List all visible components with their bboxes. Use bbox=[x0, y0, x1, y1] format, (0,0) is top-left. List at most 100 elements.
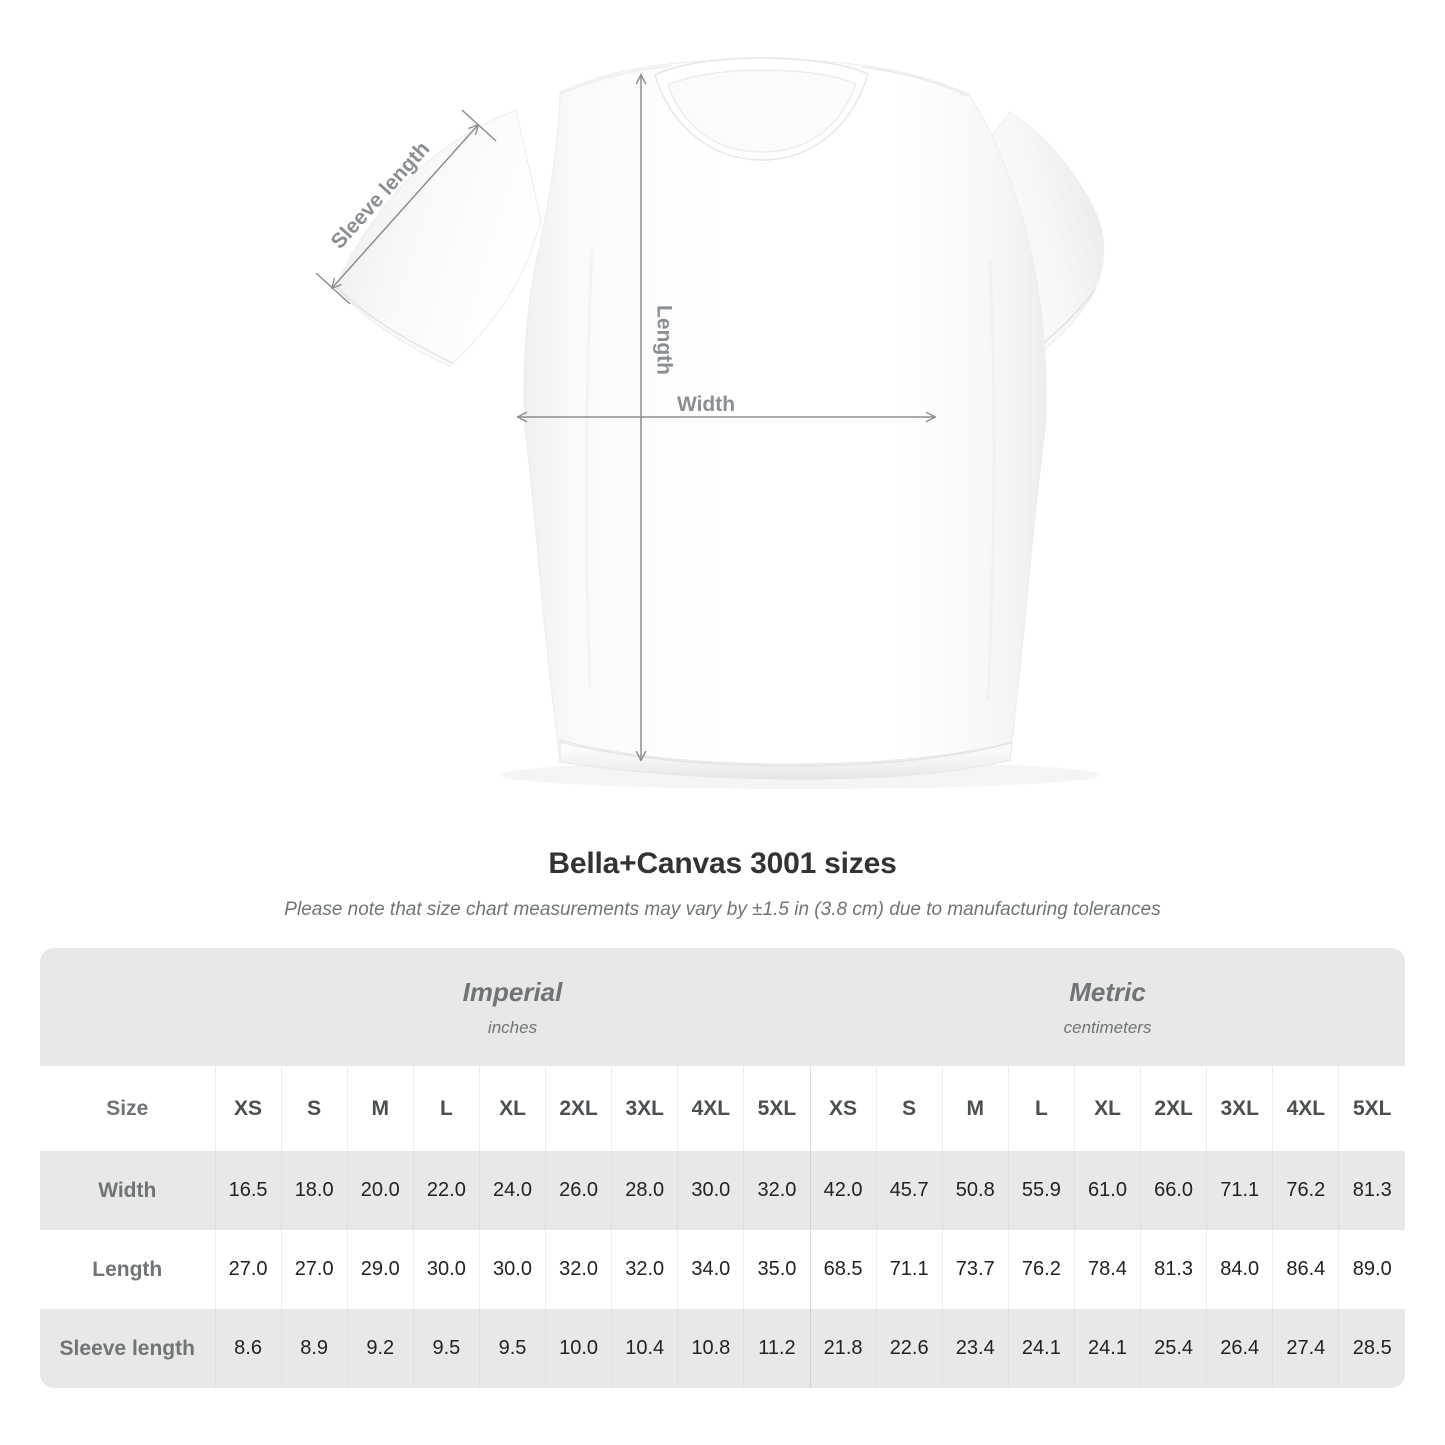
table-cell: 32.0 bbox=[743, 1151, 810, 1230]
size-header-text: M bbox=[966, 1096, 985, 1120]
cell-value: 10.0 bbox=[559, 1337, 599, 1359]
table-cell: 45.7 bbox=[875, 1151, 943, 1230]
size-header-text: 3XL bbox=[625, 1096, 664, 1120]
table-cell: 26.0 bbox=[545, 1151, 612, 1230]
table-cell: 68.5 bbox=[809, 1230, 877, 1309]
size-header-text: 5XL bbox=[1352, 1096, 1392, 1120]
size-header-cell: M bbox=[941, 1066, 1009, 1151]
unit-group-name: Metric bbox=[1069, 977, 1146, 1007]
size-header-text: XS bbox=[829, 1096, 858, 1120]
cell-value: 30.0 bbox=[426, 1258, 466, 1280]
cell-value: 45.7 bbox=[889, 1179, 929, 1201]
size-header-row: Size XS S M L XL 2XL 3XL 4XL 5XL XS S M L XL 2XL 3XL 4XL 5… bbox=[40, 1066, 1406, 1151]
table-cell: 9.2 bbox=[346, 1309, 414, 1388]
cell-value: 42.0 bbox=[823, 1179, 863, 1201]
cell-value: 29.0 bbox=[360, 1258, 400, 1280]
table-cell: 84.0 bbox=[1206, 1230, 1273, 1309]
table-cell: 24.1 bbox=[1073, 1309, 1141, 1388]
cell-value: 86.4 bbox=[1286, 1258, 1326, 1280]
cell-value: 22.0 bbox=[426, 1179, 466, 1201]
table-cell: 89.0 bbox=[1338, 1230, 1406, 1309]
row-label-cell: Sleeve length bbox=[40, 1309, 215, 1388]
bottom-hem bbox=[559, 739, 1013, 780]
cell-value: 84.0 bbox=[1220, 1258, 1260, 1280]
cell-value: 32.0 bbox=[757, 1179, 797, 1201]
cell-value: 26.0 bbox=[559, 1179, 599, 1201]
cell-value: 24.1 bbox=[1021, 1337, 1061, 1359]
size-header-label: Size bbox=[106, 1096, 149, 1120]
table-cell: 20.0 bbox=[346, 1151, 414, 1230]
cell-value: 24.1 bbox=[1088, 1337, 1127, 1359]
width-label: Width bbox=[677, 393, 735, 416]
unit-group-units: centimeters bbox=[1063, 1018, 1152, 1037]
table-cell: 18.0 bbox=[280, 1151, 348, 1230]
cell-value: 28.5 bbox=[1352, 1337, 1392, 1359]
table-cell: 30.0 bbox=[478, 1230, 546, 1309]
sleeve-measure-line bbox=[330, 123, 480, 290]
size-header-text: 2XL bbox=[559, 1096, 598, 1120]
table-cell: 76.2 bbox=[1007, 1230, 1075, 1309]
table-cell: 76.2 bbox=[1272, 1151, 1339, 1230]
table-cell: 78.4 bbox=[1073, 1230, 1141, 1309]
table-cell: 50.8 bbox=[941, 1151, 1009, 1230]
size-header-cell: S bbox=[875, 1066, 943, 1151]
table-cell: 22.6 bbox=[875, 1309, 943, 1388]
cell-value: 26.4 bbox=[1220, 1337, 1260, 1359]
size-header-cell: XS bbox=[214, 1066, 282, 1151]
cell-value: 32.0 bbox=[559, 1258, 599, 1280]
size-header-text: XS bbox=[234, 1096, 263, 1120]
table-cell: 66.0 bbox=[1140, 1151, 1207, 1230]
unit-header-spacer bbox=[40, 948, 215, 1066]
size-header-cell: 3XL bbox=[1206, 1066, 1273, 1151]
table-cell: 27.0 bbox=[214, 1230, 282, 1309]
cell-value: 89.0 bbox=[1352, 1258, 1392, 1280]
left-shoulder-seam bbox=[559, 65, 673, 95]
cell-value: 73.7 bbox=[955, 1258, 995, 1280]
cell-value: 66.0 bbox=[1154, 1179, 1194, 1201]
table-cell: 29.0 bbox=[346, 1230, 414, 1309]
unit-group-units: inches bbox=[487, 1018, 538, 1037]
table-cell: 9.5 bbox=[478, 1309, 546, 1388]
cell-value: 76.2 bbox=[1286, 1179, 1326, 1201]
size-header-cell: XL bbox=[478, 1066, 546, 1151]
size-header-text: XL bbox=[499, 1096, 526, 1120]
cell-value: 16.5 bbox=[228, 1179, 268, 1201]
cell-value: 27.0 bbox=[228, 1258, 268, 1280]
table-cell: 71.1 bbox=[875, 1230, 943, 1309]
table-cell: 24.1 bbox=[1007, 1309, 1075, 1388]
table-cell: 11.2 bbox=[743, 1309, 810, 1388]
size-table-wrapper: Imperial inches Metric centimeters Size XS S M L… bbox=[40, 948, 1406, 1388]
cell-value: 28.0 bbox=[625, 1179, 665, 1201]
table-cell: 10.4 bbox=[611, 1309, 678, 1388]
size-header-text: 5XL bbox=[757, 1096, 797, 1120]
cell-value: 8.6 bbox=[234, 1337, 262, 1359]
cell-value: 34.0 bbox=[691, 1258, 731, 1280]
cell-value: 76.2 bbox=[1021, 1258, 1061, 1280]
size-header-text: M bbox=[371, 1096, 390, 1120]
table-cell: 42.0 bbox=[809, 1151, 877, 1230]
cell-value: 81.3 bbox=[1154, 1258, 1194, 1280]
table-cell: 16.5 bbox=[214, 1151, 282, 1230]
table-cell: 9.5 bbox=[412, 1309, 480, 1388]
table-row: Sleeve length 8.6 8.9 9.2 9.5 9.5 10.0 10.4 10.8… bbox=[40, 1309, 1406, 1388]
row-label-text: Sleeve length bbox=[59, 1336, 195, 1360]
cell-value: 61.0 bbox=[1088, 1179, 1127, 1201]
table-cell: 24.0 bbox=[478, 1151, 546, 1230]
table-cell: 32.0 bbox=[545, 1230, 612, 1309]
size-header-text: L bbox=[1034, 1096, 1048, 1120]
size-header-cell: M bbox=[346, 1066, 414, 1151]
page-title: Bella+Canvas 3001 sizes bbox=[548, 847, 897, 880]
left-cuff-seam bbox=[335, 286, 453, 364]
size-header-text: XL bbox=[1094, 1096, 1121, 1120]
table-cell: 32.0 bbox=[611, 1230, 678, 1309]
cell-value: 27.4 bbox=[1286, 1337, 1326, 1359]
table-cell: 61.0 bbox=[1073, 1151, 1141, 1230]
size-header-cell: 2XL bbox=[545, 1066, 612, 1151]
unit-group-name: Imperial bbox=[462, 977, 563, 1007]
right-shoulder-seam bbox=[861, 66, 969, 97]
table-cell: 25.4 bbox=[1140, 1309, 1207, 1388]
cell-value: 50.8 bbox=[955, 1179, 995, 1201]
unit-group-imperial: Imperial inches bbox=[215, 948, 810, 1066]
unit-group-metric: Metric centimeters bbox=[810, 948, 1406, 1066]
